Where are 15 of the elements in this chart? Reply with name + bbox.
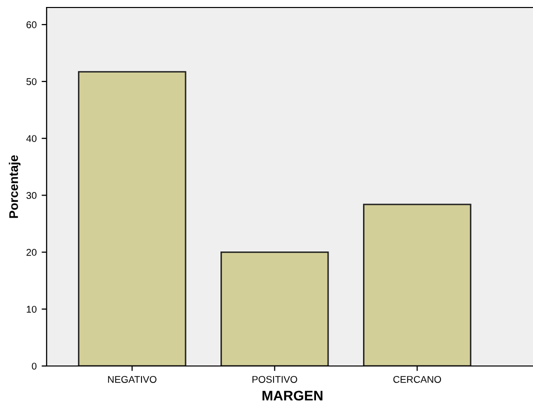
y-tick-label: 50 xyxy=(26,78,36,86)
bar xyxy=(78,71,186,366)
x-axis-title: MARGEN xyxy=(262,390,322,401)
y-tick-label: 40 xyxy=(26,135,36,142)
bar xyxy=(220,251,329,366)
y-tick-label: 60 xyxy=(26,21,36,28)
y-tick-label: 0 xyxy=(32,362,36,370)
x-tick-label: NEGATIVO xyxy=(108,376,156,383)
y-tick-label: 30 xyxy=(26,192,36,199)
x-tick-label: POSITIVO xyxy=(252,376,298,383)
y-tick-label: 20 xyxy=(26,248,36,256)
x-tick-label: CERCANO xyxy=(393,376,442,383)
bar xyxy=(363,204,472,366)
y-axis-title: Porcentaje xyxy=(8,155,21,218)
y-tick-label: 10 xyxy=(26,306,36,313)
